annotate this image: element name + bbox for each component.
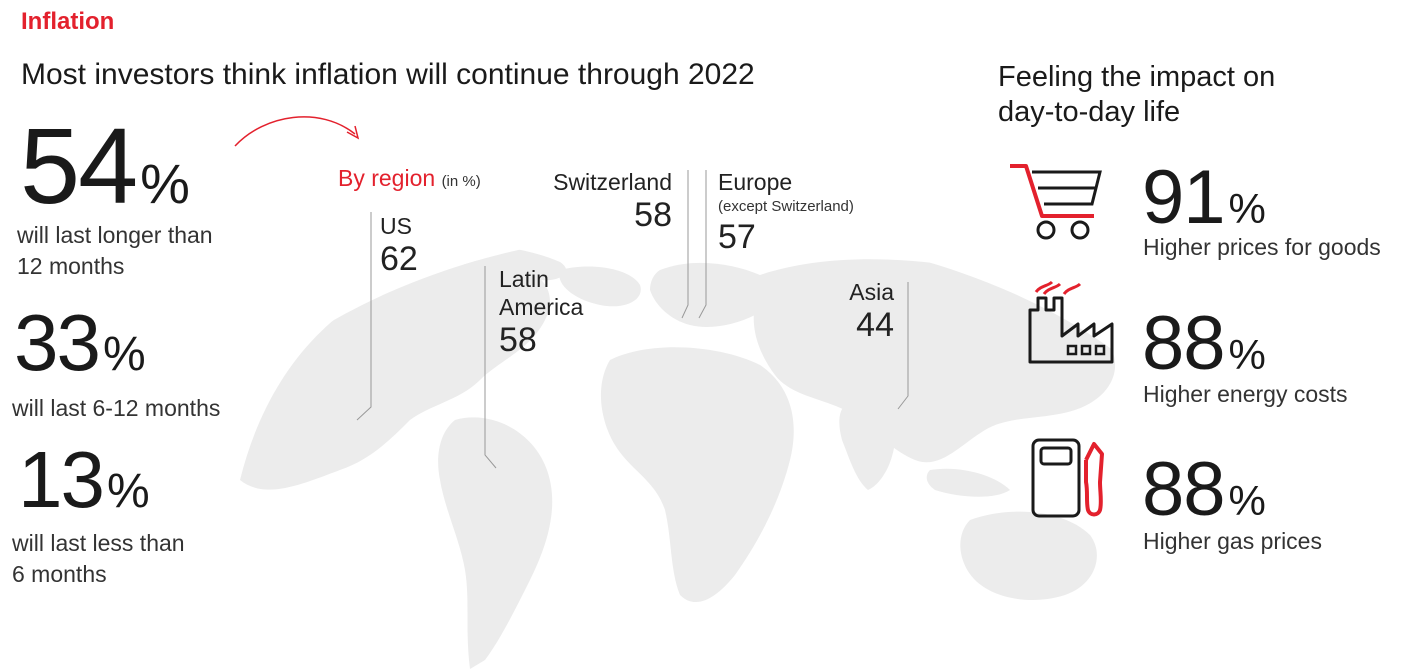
region-latin-america: Latin America 58 <box>499 265 583 359</box>
region-name: Asia <box>849 279 894 305</box>
leader-line-latin-america <box>484 266 497 469</box>
leader-line-europe <box>698 170 707 319</box>
region-name: Switzerland <box>553 169 672 195</box>
impact-goods: 91% <box>1142 160 1266 236</box>
region-name: America <box>499 294 584 320</box>
impact-number: 88 <box>1142 301 1226 386</box>
region-subtitle: (except Switzerland) <box>718 198 854 215</box>
stat-label: will last longer than 12 months <box>17 220 213 282</box>
impact-title-line: Feeling the impact on <box>998 61 1276 93</box>
stat-label: will last 6-12 months <box>12 393 220 424</box>
leader-line-us <box>356 212 372 421</box>
stat-label-line: 12 months <box>17 253 125 279</box>
stat-under-6-months: 13% <box>18 440 150 520</box>
gas-pump-icon <box>1031 438 1104 518</box>
region-asia: Asia 44 <box>830 278 894 344</box>
region-value: 58 <box>499 321 537 359</box>
headline: Most investors think inflation will cont… <box>21 58 755 91</box>
stat-label-line: 6 months <box>12 561 107 587</box>
stat-label-line: will last longer than <box>17 222 213 248</box>
leader-line-asia <box>897 282 909 410</box>
region-europe: Europe (except Switzerland) 57 <box>718 168 854 256</box>
percent-sign: % <box>1228 185 1266 232</box>
percent-sign: % <box>1228 331 1266 378</box>
impact-label: Higher gas prices <box>1143 528 1322 554</box>
stat-number: 54 <box>20 105 138 226</box>
stat-number: 13 <box>18 435 105 524</box>
region-value: 62 <box>380 240 418 278</box>
impact-gas: 88% <box>1142 452 1266 528</box>
percent-sign: % <box>106 465 150 518</box>
stat-6-12-months: 33% <box>14 303 146 383</box>
shopping-cart-icon <box>1010 164 1102 240</box>
region-name: Europe <box>718 169 793 195</box>
impact-title: Feeling the impact on day-to-day life <box>998 60 1275 130</box>
stat-value: 54% <box>20 112 190 220</box>
region-value: 44 <box>856 306 894 344</box>
section-label: Inflation <box>21 8 115 35</box>
stat-label-line: will last 6-12 months <box>12 395 221 421</box>
stat-number: 33 <box>14 298 101 387</box>
impact-number: 88 <box>1142 447 1226 532</box>
stat-label-line: will last less than <box>12 530 185 556</box>
percent-sign: % <box>1228 477 1266 524</box>
region-title-text: By region <box>338 165 436 191</box>
impact-label: Higher energy costs <box>1143 381 1348 407</box>
region-us: US 62 <box>380 212 418 278</box>
region-name: Latin <box>499 266 549 292</box>
stat-label: will last less than 6 months <box>12 528 185 590</box>
factory-icon <box>1028 280 1114 364</box>
region-value: 58 <box>634 196 672 234</box>
impact-title-line: day-to-day life <box>998 96 1181 128</box>
impact-energy: 88% <box>1142 306 1266 382</box>
region-switzerland: Switzerland 58 <box>544 168 672 234</box>
region-unit-note: (in %) <box>441 173 481 190</box>
percent-sign: % <box>140 152 190 215</box>
impact-number: 91 <box>1142 155 1226 240</box>
region-title: By region (in %) <box>338 165 481 192</box>
region-value: 57 <box>718 218 756 256</box>
impact-label: Higher prices for goods <box>1143 234 1381 260</box>
region-name: US <box>380 213 412 239</box>
percent-sign: % <box>102 328 146 381</box>
curved-arrow-icon <box>234 116 360 147</box>
leader-line-switzerland <box>681 170 689 319</box>
stat-over-12-months: 54% <box>20 112 190 220</box>
